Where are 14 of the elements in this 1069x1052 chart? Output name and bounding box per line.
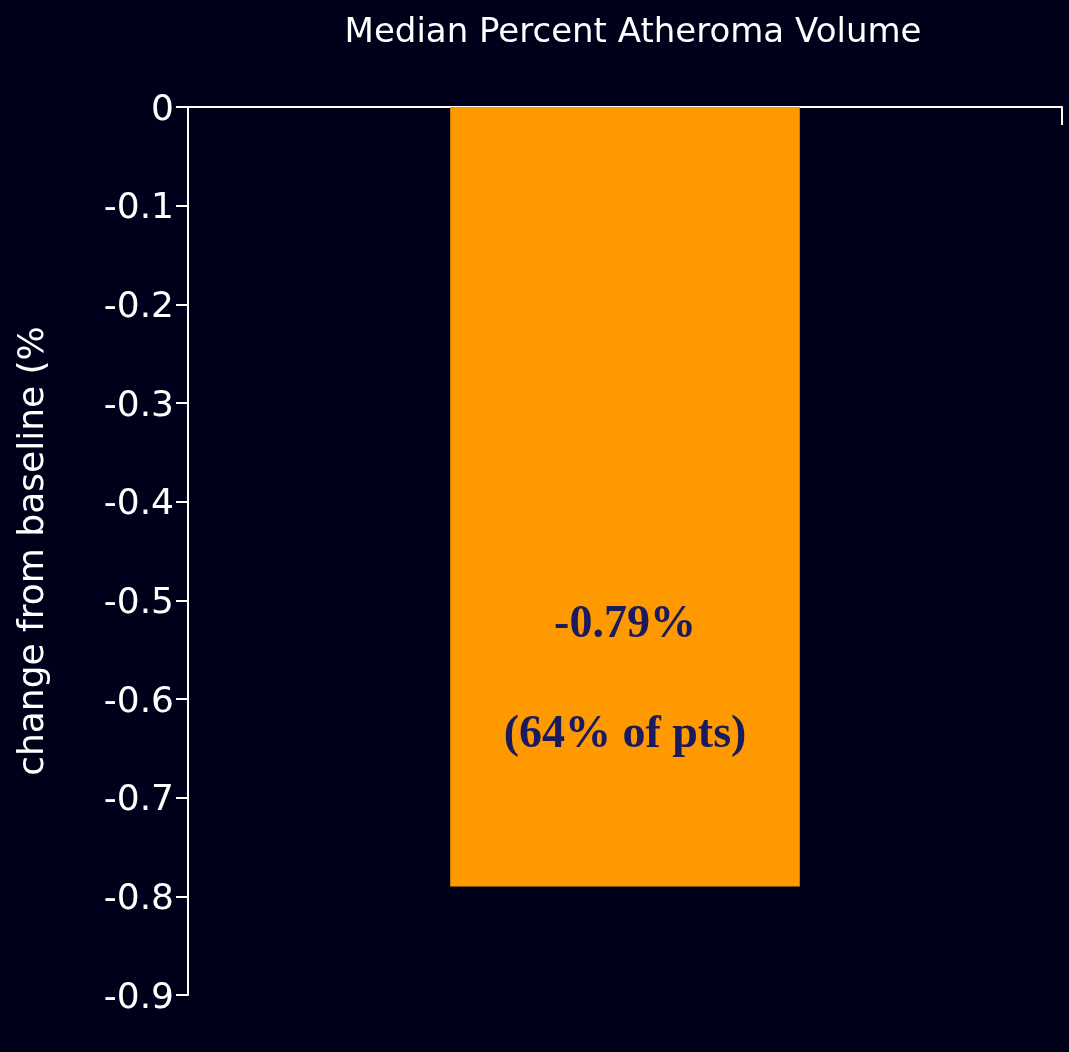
y-axis-title: change from baseline (% [9,326,51,776]
annotation: (64% of pts) [503,705,747,757]
y-tick-label: -0.7 [103,777,174,819]
y-tick-label: 0 [151,86,174,128]
y-tick-label: -0.5 [103,579,174,621]
y-tick-label: -0.4 [103,481,174,523]
y-tick-label: -0.1 [103,185,174,227]
y-tick-label: -0.2 [103,283,174,325]
y-tick-label: -0.6 [103,678,174,720]
y-tick-label: -0.3 [103,382,174,424]
chart-title: Median Percent Atheroma Volume [344,10,922,50]
y-tick-label: -0.8 [103,875,174,917]
data-label: -0.79% [554,595,696,647]
y-tick-label: -0.9 [103,974,174,1016]
